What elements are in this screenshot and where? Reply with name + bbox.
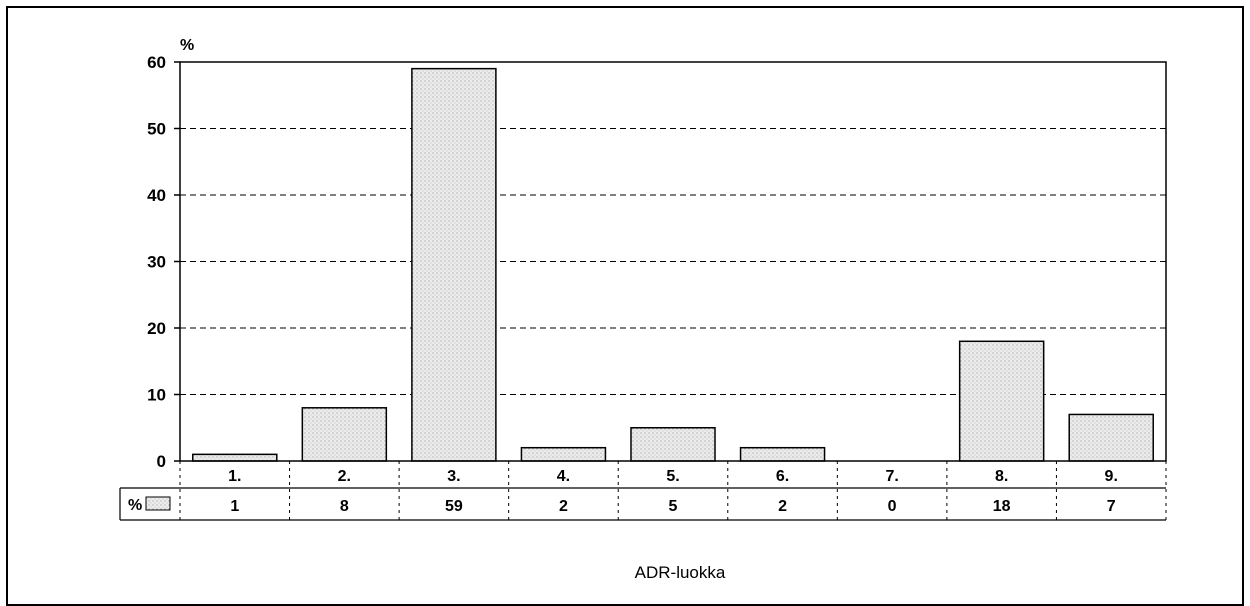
bar-2 xyxy=(301,407,388,462)
data-label-1: 1 xyxy=(230,498,239,515)
category-label-5: 5. xyxy=(666,468,679,485)
bar-5 xyxy=(630,427,716,462)
y-axis-unit: % xyxy=(180,37,194,54)
category-label-8: 8. xyxy=(995,468,1008,485)
plot-area xyxy=(179,61,1167,462)
category-label-4: 4. xyxy=(557,468,570,485)
y-tick-label-30: 30 xyxy=(147,253,166,272)
category-label-3: 3. xyxy=(447,468,460,485)
category-label-6: 6. xyxy=(776,468,789,485)
data-label-3: 59 xyxy=(445,498,463,515)
data-label-5: 5 xyxy=(669,498,678,515)
bar-6 xyxy=(739,446,826,462)
data-label-6: 2 xyxy=(778,498,787,515)
bar-1 xyxy=(192,453,278,462)
legend-swatch xyxy=(145,496,171,511)
bar-3 xyxy=(411,67,497,462)
legend-series-name: % xyxy=(128,497,142,514)
bar-8 xyxy=(958,340,1045,462)
y-tick-label-0: 0 xyxy=(157,452,166,471)
bar-9 xyxy=(1068,413,1154,462)
x-axis-label: ADR-luokka xyxy=(635,563,726,582)
bars xyxy=(192,67,1154,462)
y-tick-label-10: 10 xyxy=(147,386,166,405)
data-table: % 1. 1 2. 8 3. 59 4. 2 5. 5 6. 2 7. 0 8. 18 9. 7 xyxy=(119,461,1167,521)
data-label-7: 0 xyxy=(888,498,897,515)
data-label-8: 18 xyxy=(993,498,1011,515)
category-label-2: 2. xyxy=(338,468,351,485)
y-tick-label-20: 20 xyxy=(147,319,166,338)
category-label-7: 7. xyxy=(885,468,898,485)
data-label-4: 2 xyxy=(559,498,568,515)
bar-4 xyxy=(520,446,607,462)
category-label-9: 9. xyxy=(1105,468,1118,485)
axes: 0 10 20 30 40 50 60 xyxy=(147,53,1167,471)
y-tick-label-60: 60 xyxy=(147,53,166,72)
y-tick-label-50: 50 xyxy=(147,120,166,139)
y-tick-label-40: 40 xyxy=(147,186,166,205)
category-label-1: 1. xyxy=(228,468,241,485)
bar-chart: 0 10 20 30 40 50 60 % 1. 1 2. 8 3. 59 4. 2 5. 5 6. 2 7. 0 8. 1… xyxy=(119,37,1167,582)
data-label-2: 8 xyxy=(340,498,349,515)
data-label-9: 7 xyxy=(1107,498,1116,515)
